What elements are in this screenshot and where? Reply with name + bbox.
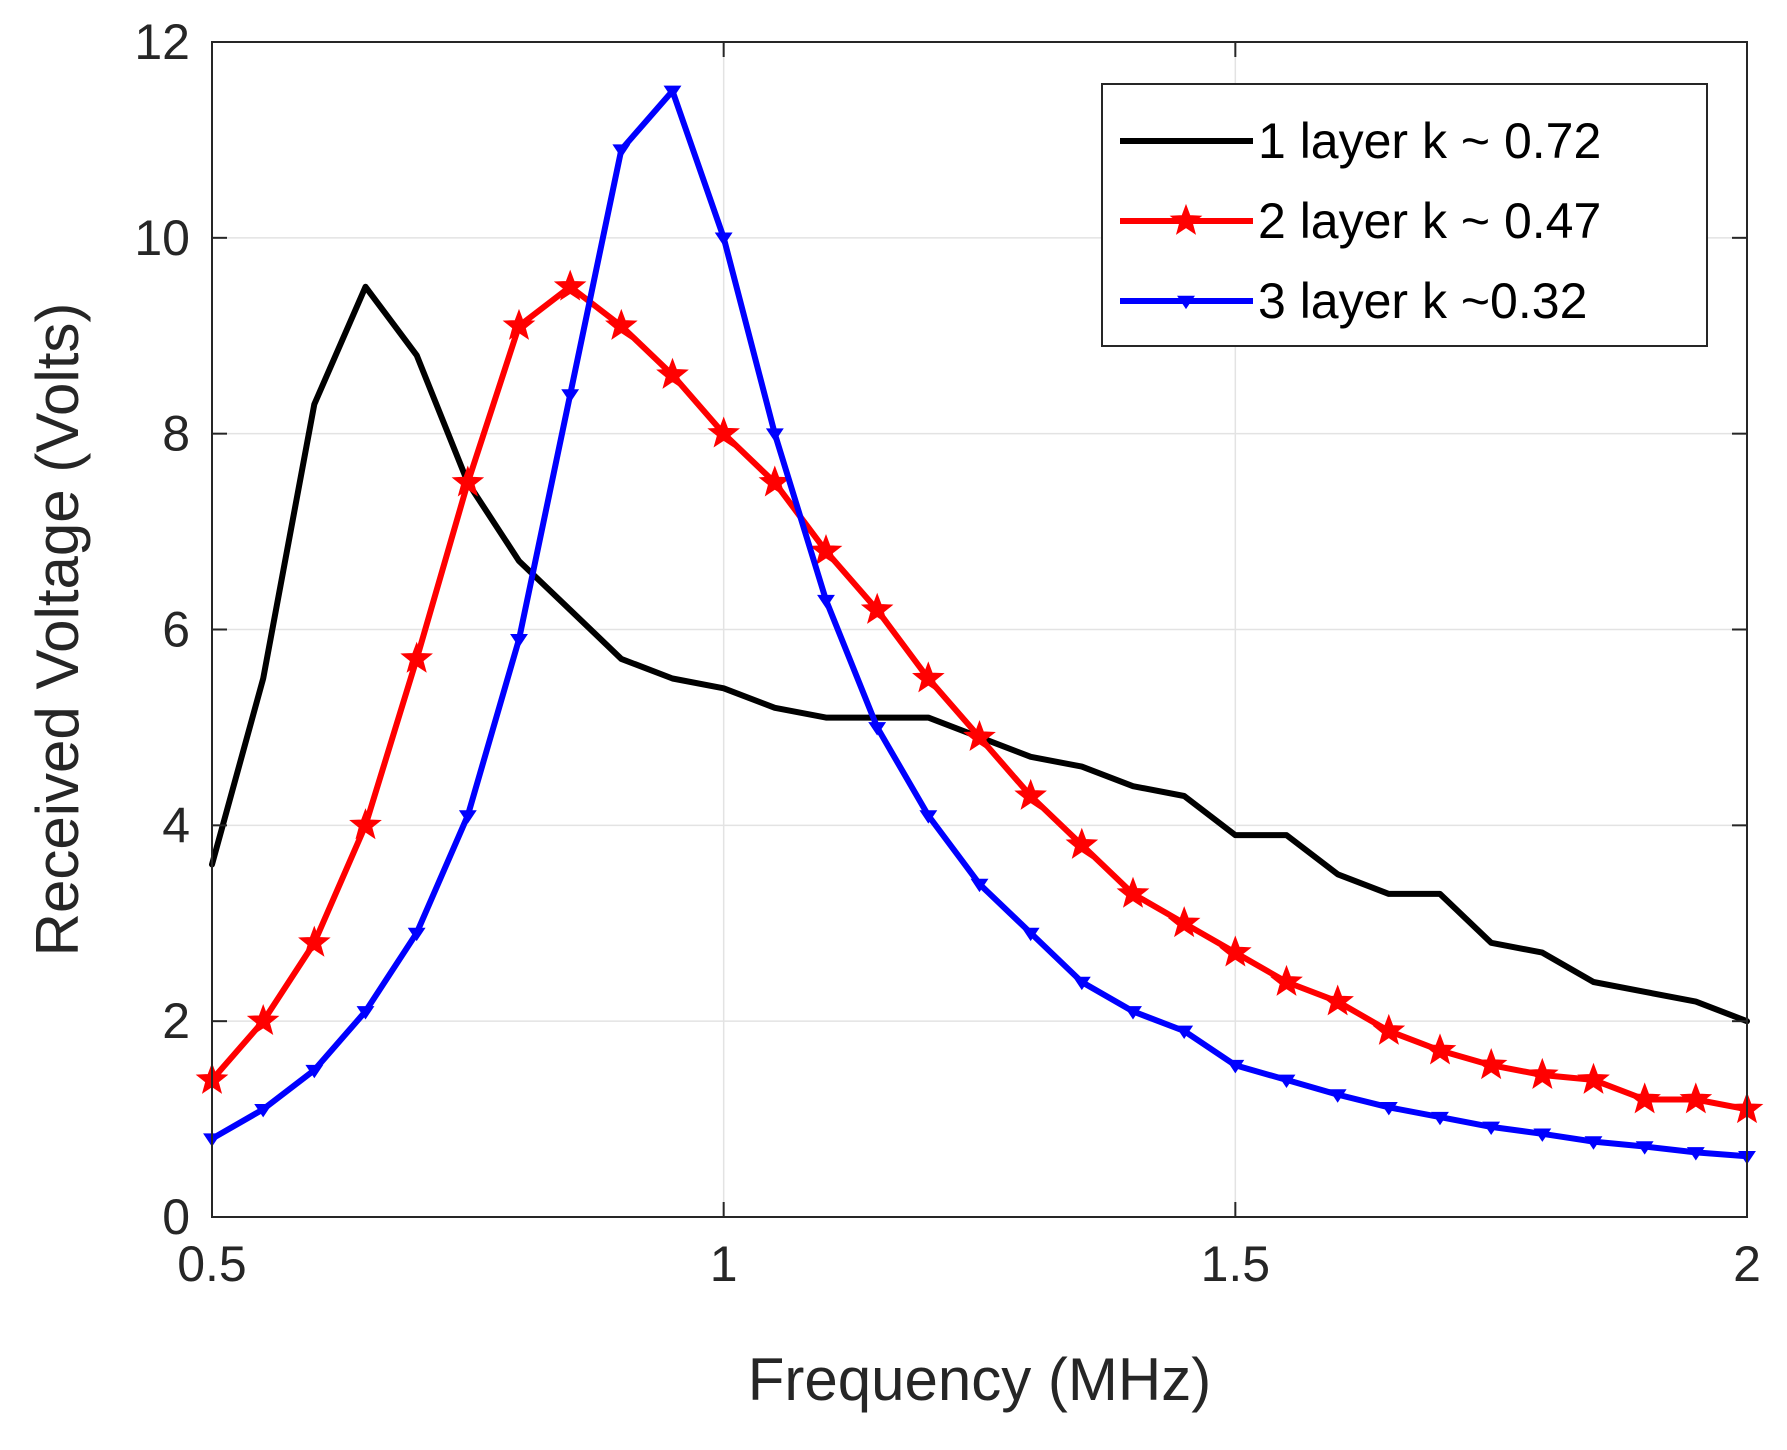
- data-point: [1175, 1025, 1194, 1040]
- data-point: [1270, 964, 1303, 996]
- axis-ticks: 0.5 1 1.5 2 0 2 4 6 8 10 12: [134, 14, 1761, 1292]
- data-point: [612, 144, 631, 158]
- data-point: [656, 357, 689, 389]
- x-tick-label: 1.5: [1201, 1236, 1271, 1292]
- data-point: [1379, 1102, 1398, 1116]
- data-point: [458, 810, 477, 824]
- data-point: [868, 722, 887, 736]
- data-point: [1526, 1057, 1559, 1089]
- data-point: [707, 416, 740, 448]
- data-point: [1167, 906, 1201, 938]
- data-point: [1124, 1006, 1142, 1020]
- data-point: [605, 308, 638, 340]
- data-point: [1423, 1033, 1457, 1065]
- legend-item: 1 layer k ~ 0.72: [1120, 113, 1601, 169]
- y-tick-label: 6: [162, 602, 190, 658]
- data-point: [970, 878, 989, 893]
- data-point: [765, 428, 784, 442]
- y-tick-label: 8: [162, 406, 190, 462]
- data-point: [817, 594, 835, 609]
- data-point: [246, 1004, 280, 1036]
- data-point: [1635, 1141, 1654, 1155]
- data-point: [1431, 1111, 1449, 1126]
- data-point: [963, 720, 996, 752]
- data-point: [1014, 778, 1047, 810]
- series-3: [203, 85, 1756, 1165]
- data-point: [561, 389, 580, 403]
- data-point: [1277, 1074, 1296, 1089]
- data-point: [1116, 876, 1150, 908]
- data-point: [1321, 984, 1354, 1016]
- data-point: [860, 592, 894, 624]
- series-lines: [195, 85, 1764, 1165]
- data-point: [1584, 1136, 1603, 1150]
- data-point: [502, 308, 536, 340]
- data-point: [1533, 1128, 1552, 1142]
- data-point: [1482, 1121, 1501, 1136]
- data-point: [1372, 1013, 1406, 1045]
- legend-item: 2 layer k ~ 0.47: [1120, 193, 1601, 249]
- legend: 1 layer k ~ 0.72 2 layer k ~ 0.47 3 layer …: [1101, 83, 1708, 347]
- data-point: [1065, 827, 1099, 859]
- data-point: [1328, 1089, 1347, 1103]
- legend-label: 3 layer k ~0.32: [1258, 273, 1587, 329]
- series-2-line: [209, 283, 1750, 1113]
- data-point: [714, 232, 733, 246]
- data-point: [809, 534, 843, 566]
- legend-label: 2 layer k ~ 0.47: [1258, 193, 1601, 249]
- legend-marker: [1177, 295, 1195, 310]
- data-point: [1226, 1059, 1245, 1074]
- y-tick-label: 0: [162, 1189, 190, 1245]
- data-point: [1021, 927, 1040, 942]
- legend-label: 1 layer k ~ 0.72: [1258, 113, 1601, 169]
- data-point: [663, 85, 682, 100]
- series-1-line: [209, 283, 1750, 1025]
- y-tick-label: 10: [134, 210, 190, 266]
- data-point: [1686, 1147, 1705, 1161]
- data-point: [1679, 1082, 1713, 1114]
- data-point: [919, 810, 938, 824]
- data-point: [356, 1006, 375, 1020]
- legend-item: 3 layer k ~0.32: [1120, 273, 1587, 329]
- data-point: [1474, 1048, 1508, 1080]
- y-tick-label: 4: [162, 797, 190, 853]
- data-point: [1219, 935, 1252, 967]
- y-tick-label: 2: [162, 993, 190, 1049]
- y-tick-label: 12: [134, 14, 190, 70]
- data-point: [298, 925, 331, 957]
- data-point: [553, 269, 587, 301]
- data-point: [912, 661, 945, 693]
- data-point: [1628, 1082, 1661, 1114]
- x-tick-label: 2: [1733, 1236, 1761, 1292]
- data-point: [1577, 1062, 1610, 1094]
- x-tick-label: 1: [710, 1236, 738, 1292]
- data-point: [254, 1103, 273, 1118]
- data-point: [510, 633, 528, 648]
- x-axis-label: Frequency (MHz): [748, 1346, 1211, 1413]
- data-point: [349, 808, 382, 840]
- y-axis-label: Received Voltage (Volts): [24, 303, 91, 957]
- x-tick-label: 0.5: [177, 1236, 247, 1292]
- data-point: [1072, 976, 1091, 991]
- data-point: [400, 641, 433, 673]
- data-point: [407, 927, 426, 942]
- data-point: [451, 465, 485, 497]
- data-point: [305, 1064, 324, 1079]
- series-1: [209, 283, 1750, 1025]
- legend-marker: [1169, 203, 1203, 235]
